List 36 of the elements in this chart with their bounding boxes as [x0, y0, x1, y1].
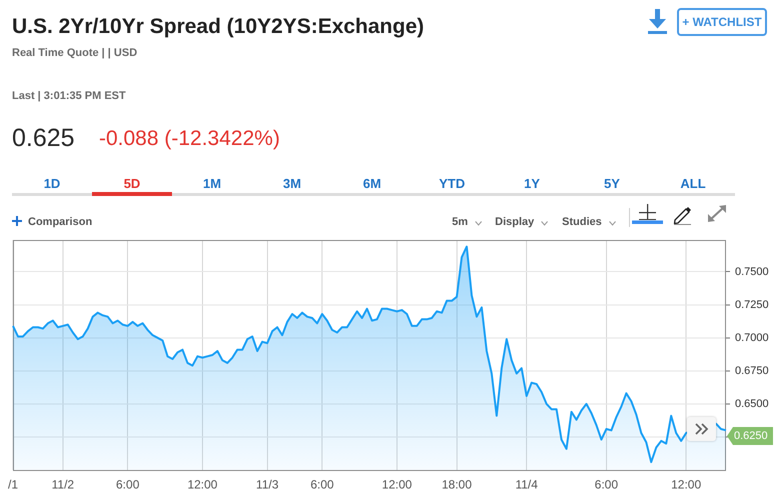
x-tick-label: 11/2 [52, 478, 74, 492]
x-tick-label: 11/3 [256, 478, 279, 492]
text: Last | 3:01:35 PM EST [12, 90, 126, 102]
text: 5D [124, 176, 140, 191]
x-tick-label: 12:00 [671, 478, 702, 492]
chart-title: U.S. 2Yr/10Yr Spread (10Y2YS:Exchange) [12, 15, 424, 38]
text: 3M [282, 176, 302, 191]
text: 1M [202, 176, 222, 191]
x-tick-label: 11/4 [515, 478, 538, 492]
y-tick-label: 0.6500 [735, 398, 769, 410]
text: 1Y [524, 176, 540, 191]
text: YTD [439, 176, 465, 191]
x-tick-label: /1 [8, 478, 18, 492]
x-tick-label: 18:00 [442, 478, 472, 492]
text: 0.6250 [734, 430, 768, 442]
y-tick-label: 0.7000 [735, 332, 769, 344]
text: 1D [44, 176, 60, 191]
text: 6M [362, 176, 382, 191]
x-tick-label: 6:00 [116, 478, 140, 492]
y-tick-label: 0.7500 [735, 266, 769, 278]
text: -0.088 (-12.3422%) [99, 127, 280, 150]
text: 0.625 [12, 124, 75, 152]
x-tick-label: 6:00 [594, 478, 618, 492]
y-tick-label: 0.6750 [735, 364, 769, 377]
y-tick-label: 0.7250 [735, 298, 769, 311]
text: ALL [680, 176, 706, 191]
text: 5Y [604, 176, 620, 191]
text: Comparison [28, 216, 92, 228]
text: Studies [562, 216, 602, 228]
chart-subtitle: Real Time Quote | | USD [12, 47, 138, 59]
x-tick-label: 12:00 [187, 478, 218, 492]
text: Display [495, 216, 534, 228]
x-tick-label: 6:00 [310, 478, 334, 492]
x-tick-label: 12:00 [382, 478, 412, 492]
text: + WATCHLIST [682, 15, 762, 29]
text: 5m [452, 216, 468, 228]
